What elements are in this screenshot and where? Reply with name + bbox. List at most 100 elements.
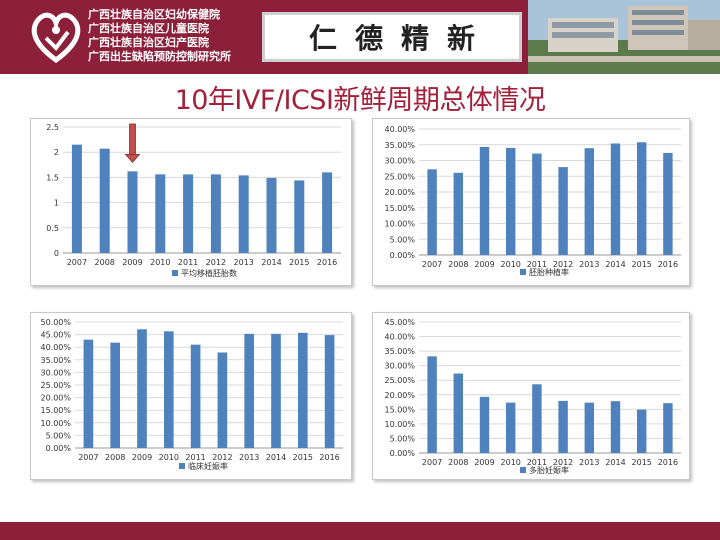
bar — [244, 333, 255, 448]
x-tick-label: 2010 — [150, 258, 170, 267]
x-tick-label: 2011 — [178, 258, 198, 267]
bar — [532, 384, 542, 453]
down-arrow-icon — [124, 123, 141, 163]
y-tick-label: 40.00% — [384, 333, 415, 342]
y-tick-label: 35.00% — [40, 356, 71, 365]
y-tick-label: 15.00% — [384, 405, 415, 414]
bar — [127, 171, 138, 253]
y-tick-label: 1.5 — [46, 173, 59, 182]
bar — [99, 148, 110, 253]
bar — [610, 143, 621, 255]
bar — [71, 144, 82, 253]
bar — [663, 152, 673, 255]
x-tick-label: 2007 — [422, 458, 442, 467]
bar — [210, 174, 221, 253]
bar — [584, 148, 595, 255]
bar — [532, 153, 542, 255]
bar — [163, 331, 174, 448]
x-tick-label: 2013 — [239, 453, 259, 462]
bar — [610, 401, 621, 453]
y-tick-label: 2.5 — [46, 123, 59, 132]
y-tick-label: 1 — [54, 199, 59, 208]
header-banner: 广西壮族自治区妇幼保健院 广西壮族自治区儿童医院 广西壮族自治区妇产医院 广西出… — [0, 0, 720, 74]
y-tick-label: 25.00% — [40, 381, 71, 390]
bar — [155, 174, 166, 253]
y-tick-label: 25.00% — [384, 376, 415, 385]
bar — [83, 339, 94, 448]
legend-swatch — [520, 467, 526, 473]
x-tick-label: 2009 — [122, 258, 142, 267]
bar — [190, 344, 201, 448]
x-tick-label: 2009 — [474, 260, 494, 269]
chart-panel-implantation-rate: 0.00% 5.00% 10.00% 15.00% 20.00% 25.00% 30.00%… — [372, 118, 690, 286]
x-tick-label: 2011 — [527, 458, 547, 467]
x-tick-label: 2009 — [132, 453, 152, 462]
y-tick-label: 30.00% — [40, 368, 71, 377]
x-tick-label: 2016 — [317, 258, 337, 267]
legend-label: 平均移植胚胎数 — [181, 268, 237, 278]
y-tick-label: 0.5 — [46, 224, 59, 233]
y-tick-label: 0 — [54, 249, 59, 258]
x-tick-label: 2013 — [579, 458, 599, 467]
x-tick-label: 2008 — [448, 260, 468, 269]
y-tick-label: 20.00% — [384, 391, 415, 400]
x-tick-label: 2013 — [579, 260, 599, 269]
y-tick-label: 20.00% — [384, 188, 415, 197]
chart-panel-clinical-pregnancy: 0.00% 5.00% 10.00% 15.00% 20.00% 25.00% 30.00%… — [30, 312, 352, 480]
legend-label: 多胎妊娠率 — [529, 465, 569, 475]
bar — [110, 342, 121, 448]
hospital-name: 广西壮族自治区儿童医院 — [88, 22, 209, 35]
x-tick-label: 2010 — [159, 453, 179, 462]
motto-box: 仁德精新 — [262, 12, 522, 62]
hospital-name: 广西壮族自治区妇幼保健院 — [88, 8, 220, 21]
bar — [663, 403, 673, 453]
x-tick-label: 2007 — [67, 258, 87, 267]
x-tick-label: 2012 — [553, 458, 573, 467]
x-tick-label: 2014 — [266, 453, 286, 462]
x-tick-label: 2014 — [261, 258, 281, 267]
legend-swatch — [520, 269, 526, 275]
footer-bar — [0, 522, 720, 540]
bar — [183, 174, 194, 253]
y-tick-label: 35.00% — [384, 141, 415, 150]
bar — [427, 356, 437, 453]
x-tick-label: 2012 — [212, 453, 232, 462]
bar — [137, 329, 147, 448]
y-tick-label: 25.00% — [384, 172, 415, 181]
x-tick-label: 2015 — [632, 260, 652, 269]
y-tick-label: 50.00% — [40, 318, 71, 327]
y-tick-label: 35.00% — [384, 347, 415, 356]
x-tick-label: 2016 — [658, 458, 678, 467]
bar — [558, 400, 568, 453]
motto-text: 仁德精新 — [308, 22, 493, 55]
hospital-name: 广西出生缺陷预防控制研究所 — [88, 50, 231, 63]
y-tick-label: 30.00% — [384, 157, 415, 166]
bar — [271, 333, 281, 448]
hospital-name: 广西壮族自治区妇产医院 — [88, 36, 209, 49]
x-tick-label: 2008 — [105, 453, 125, 462]
y-tick-label: 15.00% — [384, 204, 415, 213]
bar — [479, 146, 490, 255]
x-tick-label: 2011 — [527, 260, 547, 269]
y-tick-label: 5.00% — [390, 434, 416, 443]
chart-panel-multiple-pregnancy: 0.00% 5.00% 10.00% 15.00% 20.00% 25.00% 30.00%… — [372, 312, 690, 480]
y-tick-label: 5.00% — [46, 431, 72, 440]
hospital-building-photo — [528, 0, 720, 74]
bar — [505, 402, 516, 453]
bar-chart: 0 0.5 1 1.5 2 2.5 2007 2008 2009 2010 2011 2012 2013… — [46, 123, 341, 278]
x-tick-label: 2010 — [501, 458, 521, 467]
x-tick-label: 2007 — [78, 453, 98, 462]
hospital-logo — [31, 12, 81, 64]
page-title: 10年IVF/ICSI新鲜周期总体情况 — [174, 85, 546, 116]
bar — [636, 142, 647, 255]
bar — [558, 167, 568, 255]
bar — [217, 352, 228, 448]
y-tick-label: 5.00% — [390, 235, 416, 244]
bar — [427, 169, 437, 255]
y-tick-label: 10.00% — [384, 420, 415, 429]
x-tick-label: 2015 — [293, 453, 313, 462]
bar — [266, 177, 277, 253]
legend-swatch — [179, 463, 185, 469]
y-tick-label: 45.00% — [384, 318, 415, 327]
x-tick-label: 2012 — [553, 260, 573, 269]
